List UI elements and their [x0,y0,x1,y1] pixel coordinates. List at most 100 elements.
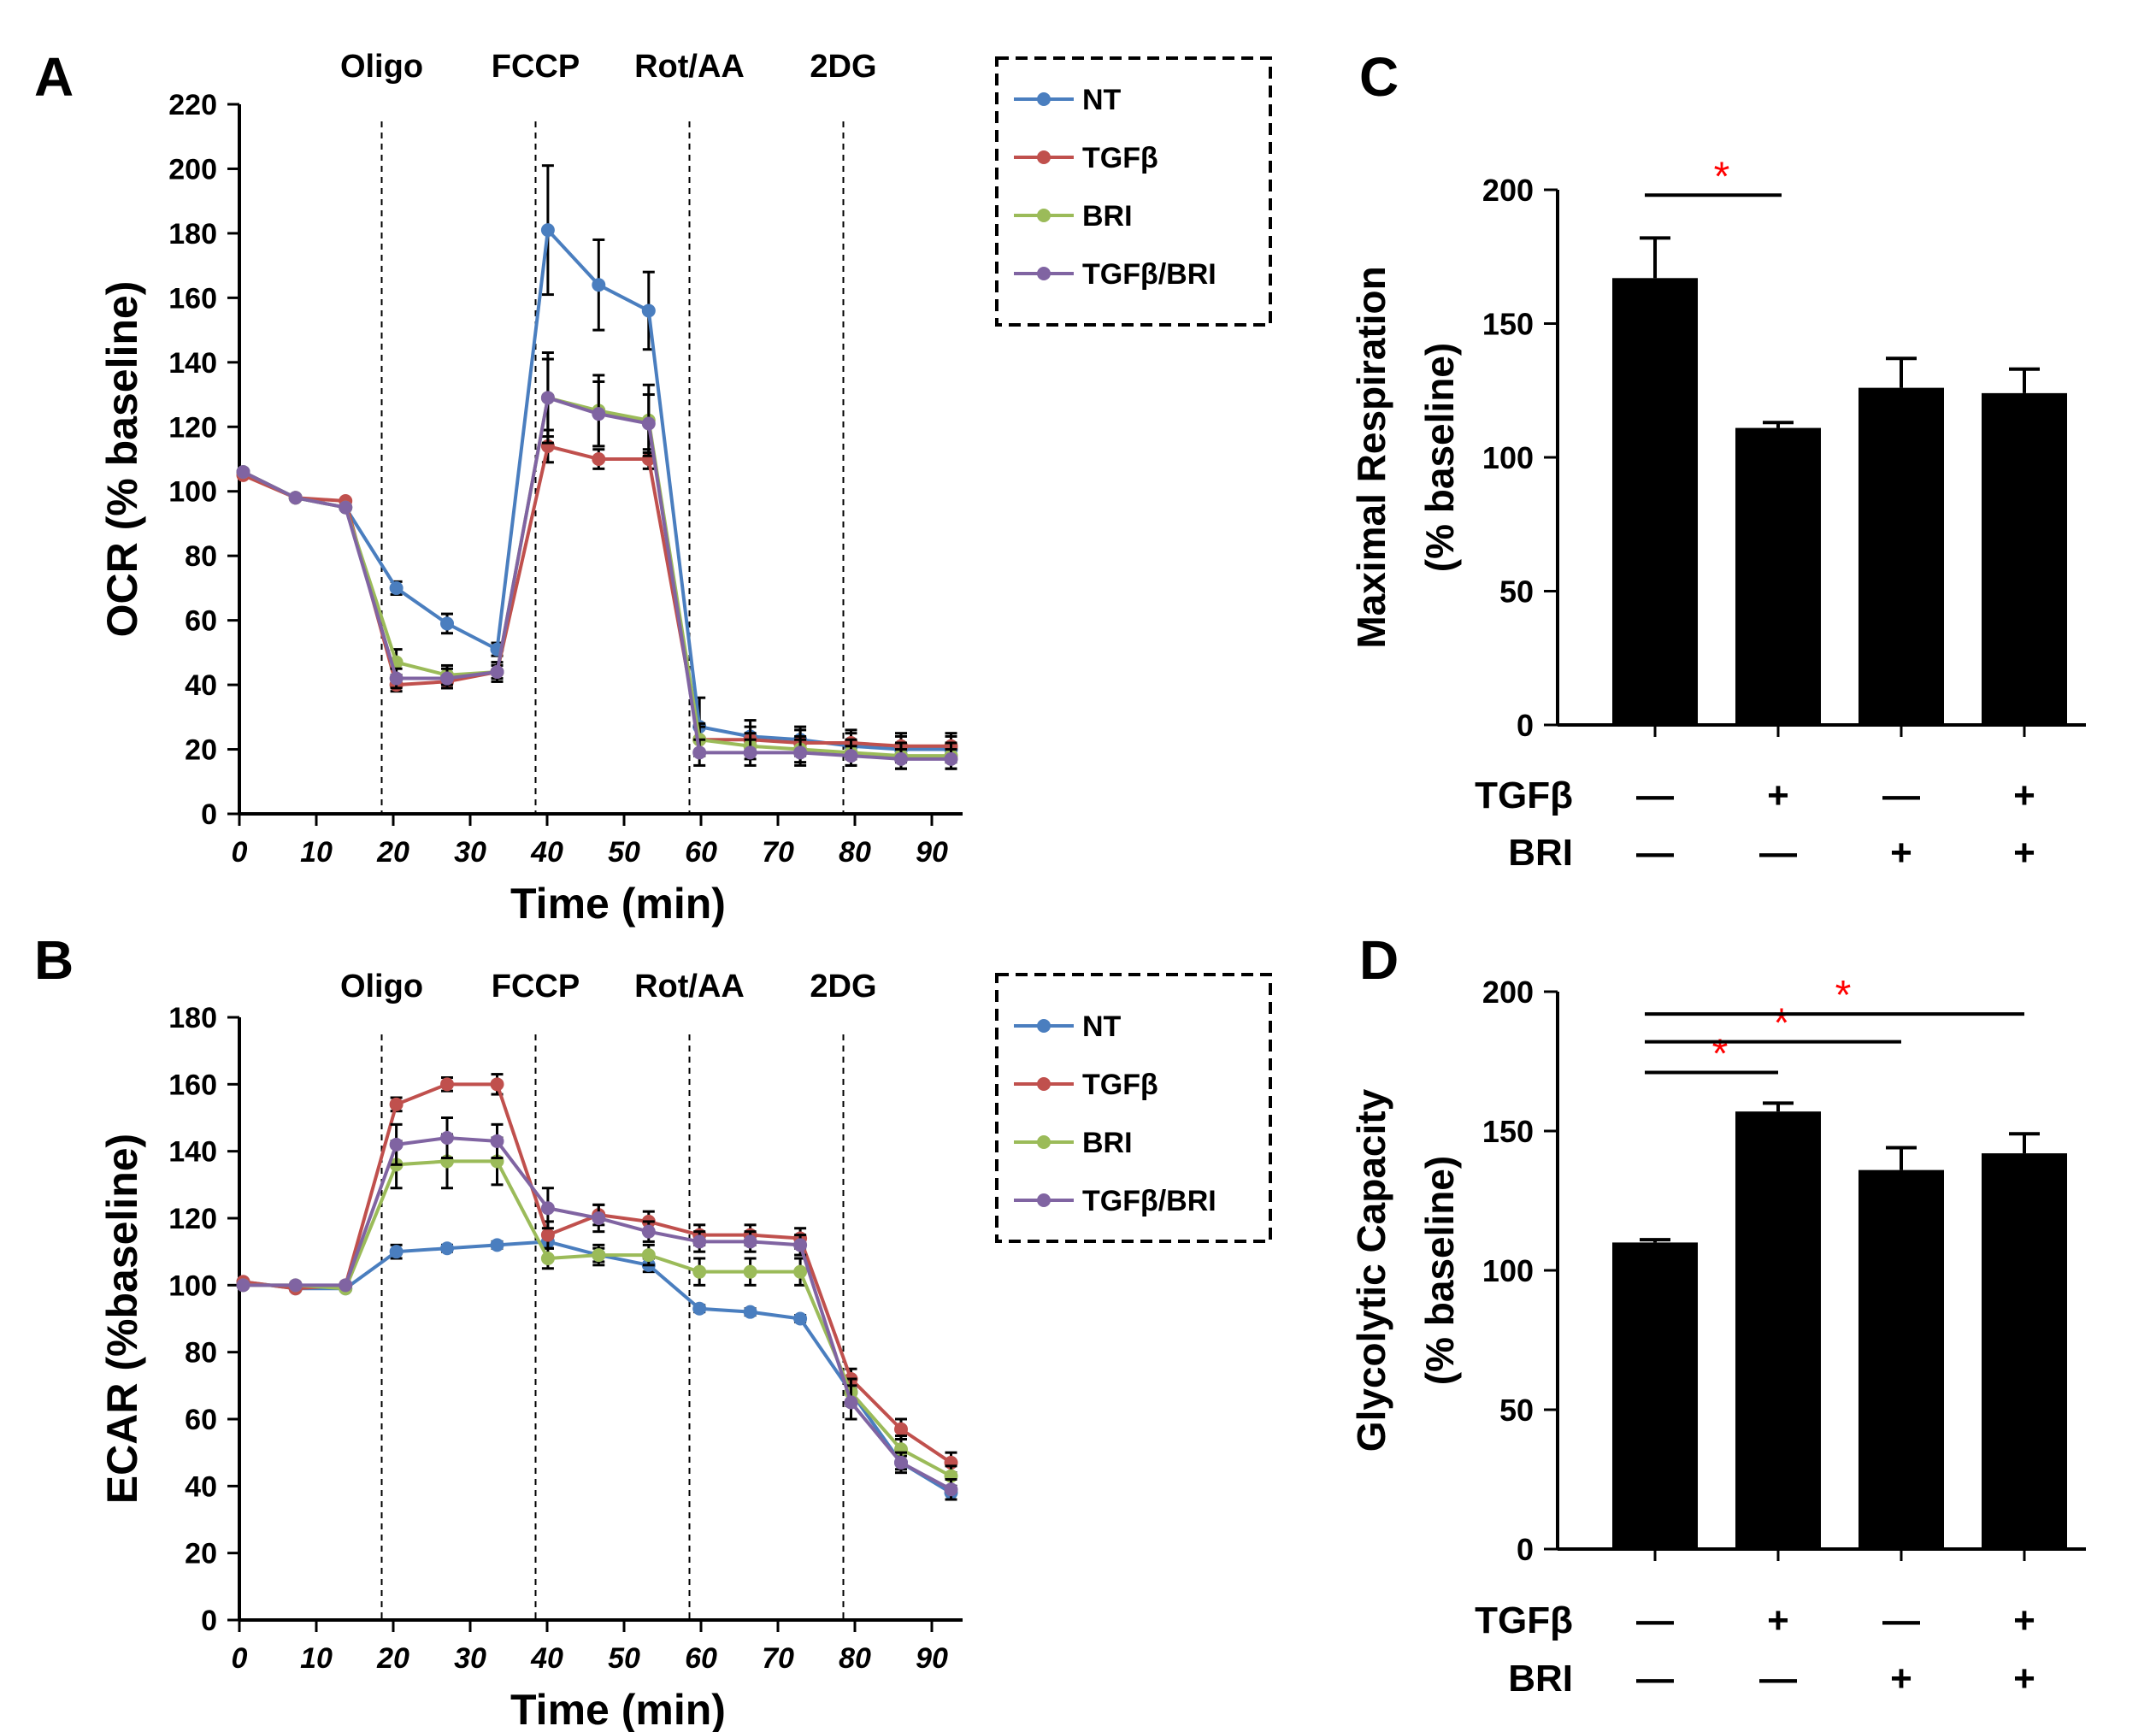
data-point [944,751,958,766]
panel-letter: B [34,929,74,991]
legend-label: NT [1082,1010,1122,1043]
y-tick-label: 80 [185,540,217,573]
bar-3 [1859,1169,1944,1549]
data-point [592,452,606,466]
data-point [692,1301,707,1316]
bar-4 [1982,392,2067,725]
y-tick-label: 160 [168,282,217,315]
data-point [236,1278,250,1293]
y-tick-label: 20 [185,734,217,767]
legend-box [995,973,1272,1243]
significance-star: * [1712,1032,1729,1077]
y-axis-title-line2: (% baseline) [1417,1156,1462,1385]
panel-a: A 0 20 40 60 80 100 120 140 160 180 200 220 0 10 20 30 40… [34,46,1272,928]
data-point [339,1278,353,1293]
legend-swatch-marker [1037,150,1051,164]
data-point [389,1097,404,1111]
data-point [236,465,250,480]
y-tick-label: 0 [201,1605,217,1637]
data-point [540,1228,555,1242]
data-point [389,580,404,595]
condition-mark: + [1890,1658,1912,1700]
y-axis-title-line1: Maximal Respiration [1349,266,1393,648]
condition-mark: + [1767,775,1789,816]
data-point [592,1211,606,1225]
x-tick-label: 60 [685,836,717,869]
condition-mark: + [1890,832,1912,874]
y-axis-title-line2: (% baseline) [1417,343,1462,572]
injection-label: Rot/AA [634,49,745,85]
data-point [339,500,353,515]
legend-label: BRI [1082,1127,1133,1159]
y-tick-label: 0 [1517,1532,1534,1567]
y-tick-label: 40 [185,1470,217,1503]
legend: NT TGFβ BRI TGFβ/BRI [995,56,1272,327]
injection-label: 2DG [810,49,876,85]
data-point [389,671,404,686]
series-tgfb [236,1073,958,1475]
injection-label: FCCP [492,49,580,85]
y-tick-label: 60 [185,605,217,638]
series-line [242,444,951,748]
x-tick-label: 70 [762,1642,794,1675]
x-tick-label: 50 [608,836,640,869]
data-point [389,1245,404,1259]
condition-mark: — [1759,832,1797,874]
x-tick-label: 10 [300,1642,333,1675]
panel-letter: D [1359,929,1399,991]
x-tick-label: 40 [530,836,563,869]
data-point [440,1077,454,1092]
y-tick-label: 100 [1482,1253,1534,1288]
y-axis-title: ECAR (%baseline) [98,1134,146,1504]
legend: NT TGFβ BRI TGFβ/BRI [995,973,1272,1243]
y-tick-label: 50 [1499,574,1534,610]
x-tick-label: 30 [454,836,486,869]
series-bri [236,1133,958,1488]
bar-4 [1982,1153,2067,1549]
x-tick-label: 40 [530,1642,563,1675]
y-axis-title-line1: Glycolytic Capacity [1349,1088,1393,1452]
legend-label: TGFβ/BRI [1082,1185,1216,1217]
condition-mark: — [1636,1599,1674,1641]
series-line [242,395,951,758]
data-point [692,1234,707,1249]
significance-star: * [1835,973,1852,1018]
y-tick-label: 200 [1482,173,1534,208]
bar-1 [1612,1242,1698,1549]
y-tick-label: 140 [168,1136,217,1169]
y-tick-label: 160 [168,1069,217,1101]
data-point [844,1395,858,1410]
data-point [592,1248,606,1263]
data-point [743,1264,757,1279]
data-point [844,749,858,763]
y-tick-label: 100 [1482,440,1534,475]
series-line [242,226,951,751]
y-tick-label: 0 [201,798,217,831]
data-point [440,616,454,631]
x-tick-label: 80 [839,836,871,869]
condition-mark: — [1759,1658,1797,1700]
significance-star: * [1774,1001,1790,1046]
condition-mark: + [2013,775,2035,816]
x-tick-label: 20 [376,836,409,869]
panel-c: C 0 50 100 150 200 Maximal Respiration (% basel… [1349,46,2086,874]
data-point [793,1238,808,1252]
data-point [389,1137,404,1152]
series-line [242,395,951,761]
panel-b: B 0 20 40 60 80 100 120 140 160 180 0 10 20 30 40 50 60 70… [34,929,1272,1732]
y-tick-label: 0 [1517,708,1534,743]
data-point [540,223,555,238]
y-tick-label: 100 [168,476,217,509]
data-point [440,1241,454,1256]
injection-label: Rot/AA [634,969,745,1004]
series-tgfbbri [236,357,958,770]
injection-label: 2DG [810,969,876,1004]
data-point [692,1264,707,1279]
panel-letter: A [34,46,74,108]
series-nt [236,1234,958,1501]
data-point [692,745,707,760]
row-label-tgfb: TGFβ [1475,1599,1573,1641]
data-point [793,1264,808,1279]
y-axis-title: OCR (% baseline) [98,281,146,638]
